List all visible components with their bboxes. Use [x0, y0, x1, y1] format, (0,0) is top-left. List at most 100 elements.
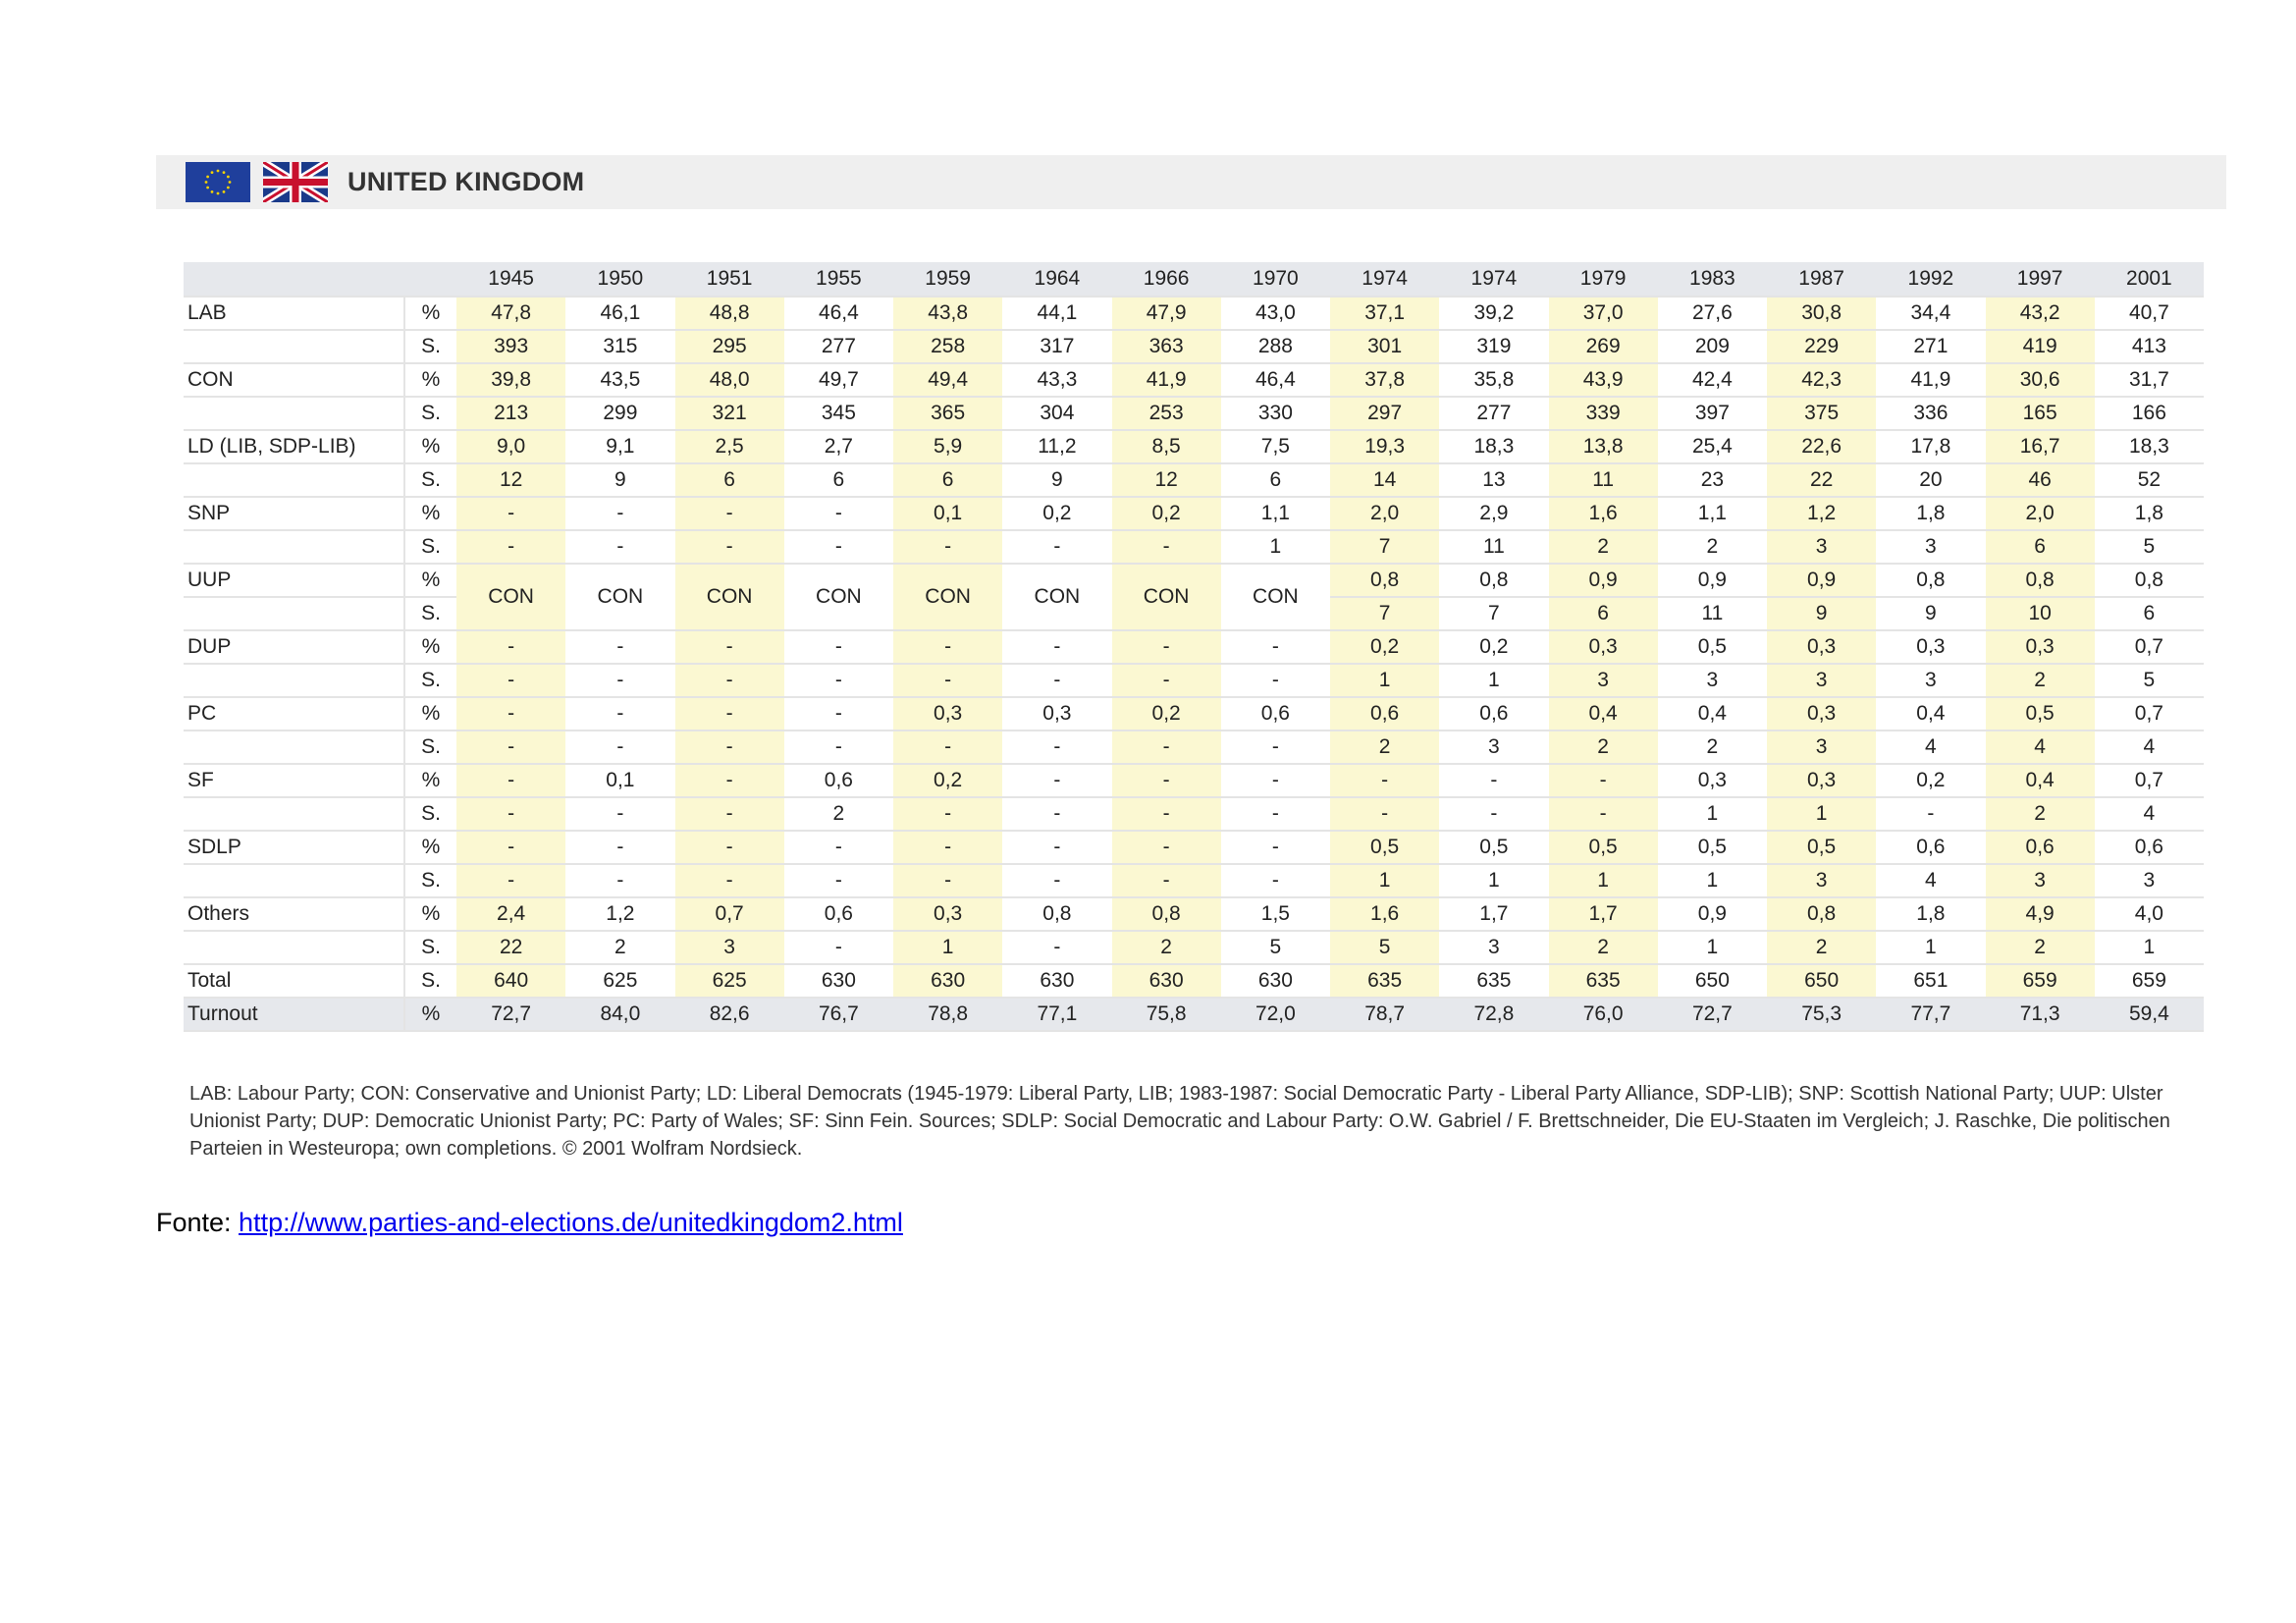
table-row: S. - - - - - - - -2 3 2 2 3 4 4 4 — [184, 730, 2204, 765]
value-cell: 0,4 — [1985, 764, 2095, 798]
value-cell: - — [893, 664, 1003, 698]
value-cell: 0,6 — [1439, 697, 1549, 731]
value-cell: 3 — [1439, 730, 1549, 765]
party-label: CON — [184, 363, 405, 398]
value-cell: CON — [1111, 564, 1221, 631]
value-cell: 0,6 — [1876, 831, 1986, 865]
value-cell: - — [565, 497, 675, 531]
value-cell: 635 — [1439, 964, 1549, 999]
value-cell: 301 — [1330, 330, 1440, 364]
value-cell: 0,4 — [1548, 697, 1658, 731]
year-header: 1997 — [1985, 262, 2095, 298]
value-cell: 71,3 — [1985, 998, 2095, 1032]
value-cell: 0,1 — [893, 497, 1003, 531]
value-cell: 0,3 — [893, 697, 1003, 731]
table-row: LAB% 47,8 46,1 48,8 46,4 43,8 44,1 47,9 43,0 37,1… — [184, 297, 2204, 331]
value-cell: CON — [565, 564, 675, 631]
value-cell: 317 — [1002, 330, 1112, 364]
value-cell: 4 — [2094, 797, 2204, 832]
value-cell: - — [565, 797, 675, 832]
value-cell: 3 — [1548, 664, 1658, 698]
value-cell: 363 — [1111, 330, 1221, 364]
value-cell: - — [674, 831, 784, 865]
value-cell: 12 — [1111, 463, 1221, 498]
party-label — [184, 730, 405, 765]
table-row: S. - - - - - - - -1 1 3 3 3 3 2 5 — [184, 664, 2204, 698]
value-cell: - — [456, 764, 566, 798]
value-cell: 4 — [2094, 730, 2204, 765]
value-cell: 9 — [1002, 463, 1112, 498]
value-cell: 258 — [893, 330, 1003, 364]
value-cell: 299 — [565, 397, 675, 431]
value-cell: 6 — [783, 463, 893, 498]
value-cell: 2 — [1330, 730, 1440, 765]
value-cell: 2 — [1657, 530, 1767, 565]
value-cell: 659 — [2094, 964, 2204, 999]
value-cell: 23 — [1657, 463, 1767, 498]
value-cell: 1,2 — [565, 897, 675, 932]
unit-label: S. — [404, 864, 456, 898]
value-cell: - — [1111, 530, 1221, 565]
value-cell: - — [1330, 764, 1440, 798]
value-cell: CON — [893, 564, 1003, 631]
value-cell: - — [456, 664, 566, 698]
value-cell: 0,3 — [1548, 630, 1658, 665]
value-cell: 9,1 — [565, 430, 675, 464]
value-cell: 2,4 — [456, 897, 566, 932]
value-cell: 5 — [2094, 530, 2204, 565]
value-cell: 419 — [1985, 330, 2095, 364]
value-cell: - — [456, 530, 566, 565]
value-cell: - — [1439, 797, 1549, 832]
value-cell: 3 — [1767, 664, 1877, 698]
value-cell: CON — [674, 564, 784, 631]
value-cell: 269 — [1548, 330, 1658, 364]
value-cell: - — [674, 630, 784, 665]
value-cell: 0,2 — [1439, 630, 1549, 665]
value-cell: 22 — [1767, 463, 1877, 498]
value-cell: 0,7 — [2094, 764, 2204, 798]
value-cell: - — [893, 530, 1003, 565]
year-header: 1974 — [1330, 262, 1440, 298]
value-cell: 0,5 — [1767, 831, 1877, 865]
value-cell: 315 — [565, 330, 675, 364]
value-cell: 1,1 — [1220, 497, 1330, 531]
value-cell: - — [674, 864, 784, 898]
value-cell: 339 — [1548, 397, 1658, 431]
value-cell: 1 — [1439, 864, 1549, 898]
value-cell: 0,8 — [1330, 564, 1440, 598]
value-cell: 0,3 — [1876, 630, 1986, 665]
source-link[interactable]: http://www.parties-and-elections.de/unit… — [239, 1208, 903, 1237]
value-cell: 17,8 — [1876, 430, 1986, 464]
year-header: 1950 — [565, 262, 675, 298]
value-cell: 84,0 — [565, 998, 675, 1032]
value-cell: 0,3 — [1767, 630, 1877, 665]
value-cell: 3 — [1876, 664, 1986, 698]
value-cell: - — [674, 664, 784, 698]
value-cell: 635 — [1548, 964, 1658, 999]
value-cell: 0,7 — [2094, 697, 2204, 731]
value-cell: 1 — [1330, 664, 1440, 698]
value-cell: 1,6 — [1548, 497, 1658, 531]
value-cell: 2 — [1548, 530, 1658, 565]
value-cell: 640 — [456, 964, 566, 999]
year-header: 1951 — [674, 262, 784, 298]
unit-label: % — [404, 998, 456, 1032]
value-cell: 3 — [2094, 864, 2204, 898]
value-cell: 2 — [1767, 931, 1877, 965]
value-cell: - — [1548, 797, 1658, 832]
value-cell: - — [1002, 630, 1112, 665]
value-cell: 72,8 — [1439, 998, 1549, 1032]
value-cell: - — [783, 664, 893, 698]
value-cell: 2,0 — [1330, 497, 1440, 531]
value-cell: 46,4 — [783, 297, 893, 331]
value-cell: - — [893, 730, 1003, 765]
value-cell: CON — [783, 564, 893, 631]
value-cell: 1 — [893, 931, 1003, 965]
value-cell: - — [674, 730, 784, 765]
value-cell: - — [1876, 797, 1986, 832]
value-cell: 6 — [674, 463, 784, 498]
value-cell: 27,6 — [1657, 297, 1767, 331]
party-label — [184, 797, 405, 832]
value-cell: 6 — [1220, 463, 1330, 498]
value-cell: 630 — [1220, 964, 1330, 999]
